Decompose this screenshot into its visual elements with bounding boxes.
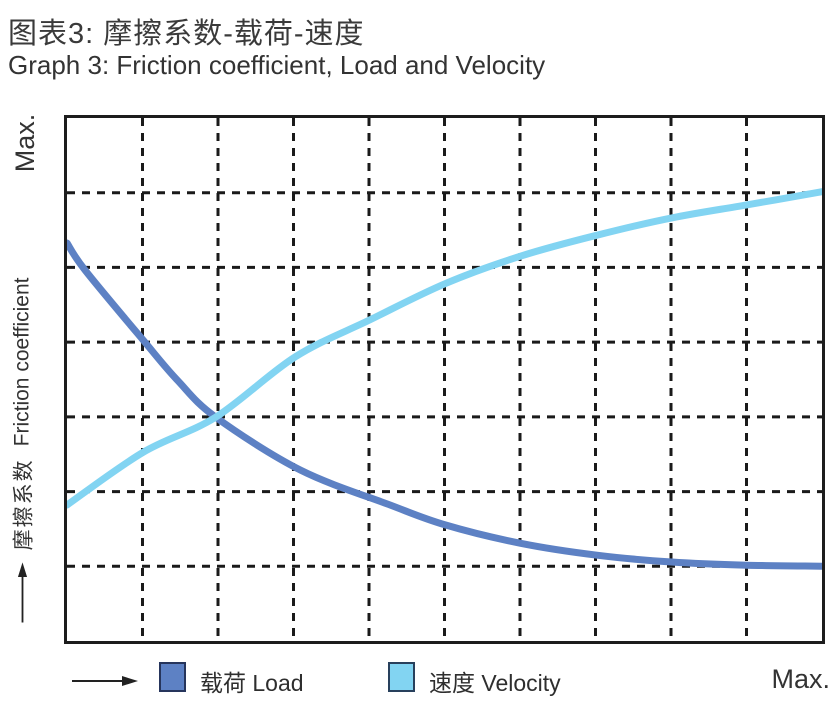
x-axis-max-label: Max. [771, 664, 830, 694]
friction-chart [67, 118, 822, 641]
figure-title-en: Graph 3: Friction coefficient, Load and … [8, 50, 546, 80]
y-axis-label-en: Friction coefficient [10, 277, 34, 447]
x-axis-arrow-icon [72, 676, 138, 686]
legend-label-load: 载荷 Load [200, 670, 304, 696]
y-axis-max-label: Max. [10, 113, 40, 173]
plot-area [64, 115, 825, 644]
y-axis-label: 摩擦系数 Friction coefficient [10, 278, 36, 623]
figure-title-zh: 图表3: 摩擦系数-载荷-速度 [8, 18, 365, 50]
y-axis-arrow-icon [17, 562, 28, 623]
y-axis-label-zh: 摩擦系数 [12, 458, 36, 551]
legend-swatch-velocity [388, 662, 415, 692]
legend-label-velocity: 速度 Velocity [429, 670, 561, 696]
legend-swatch-load [159, 662, 186, 692]
